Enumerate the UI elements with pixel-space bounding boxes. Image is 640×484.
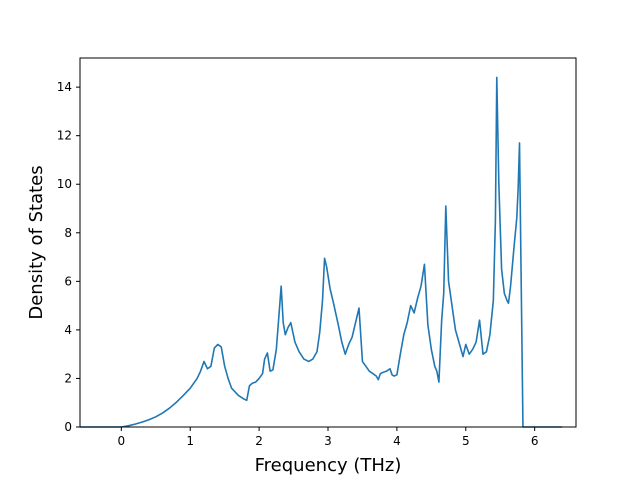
y-tick-label: 6 (64, 274, 72, 288)
y-tick-label: 4 (64, 323, 72, 337)
y-axis-ticks: 0 2 4 6 8 10 12 14 (57, 80, 80, 434)
x-tick-label: 4 (393, 434, 401, 448)
y-tick-label: 0 (64, 420, 72, 434)
x-tick-label: 3 (324, 434, 332, 448)
dos-series-line (80, 76, 563, 428)
y-tick-label: 14 (57, 80, 72, 94)
y-axis-label: Density of States (26, 165, 47, 319)
x-tick-label: 5 (462, 434, 470, 448)
x-tick-label: 6 (531, 434, 539, 448)
x-tick-label: 2 (255, 434, 263, 448)
y-tick-label: 12 (57, 129, 72, 143)
plot-area (80, 76, 563, 428)
x-tick-label: 0 (118, 434, 126, 448)
x-axis-label: Frequency (THz) (255, 455, 402, 476)
axes-frame (79, 57, 577, 428)
y-tick-label: 8 (64, 226, 72, 240)
x-axis-ticks: 0 1 2 3 4 5 6 (118, 427, 539, 448)
y-tick-label: 10 (57, 177, 72, 191)
x-tick-label: 1 (186, 434, 194, 448)
y-tick-label: 2 (64, 371, 72, 385)
